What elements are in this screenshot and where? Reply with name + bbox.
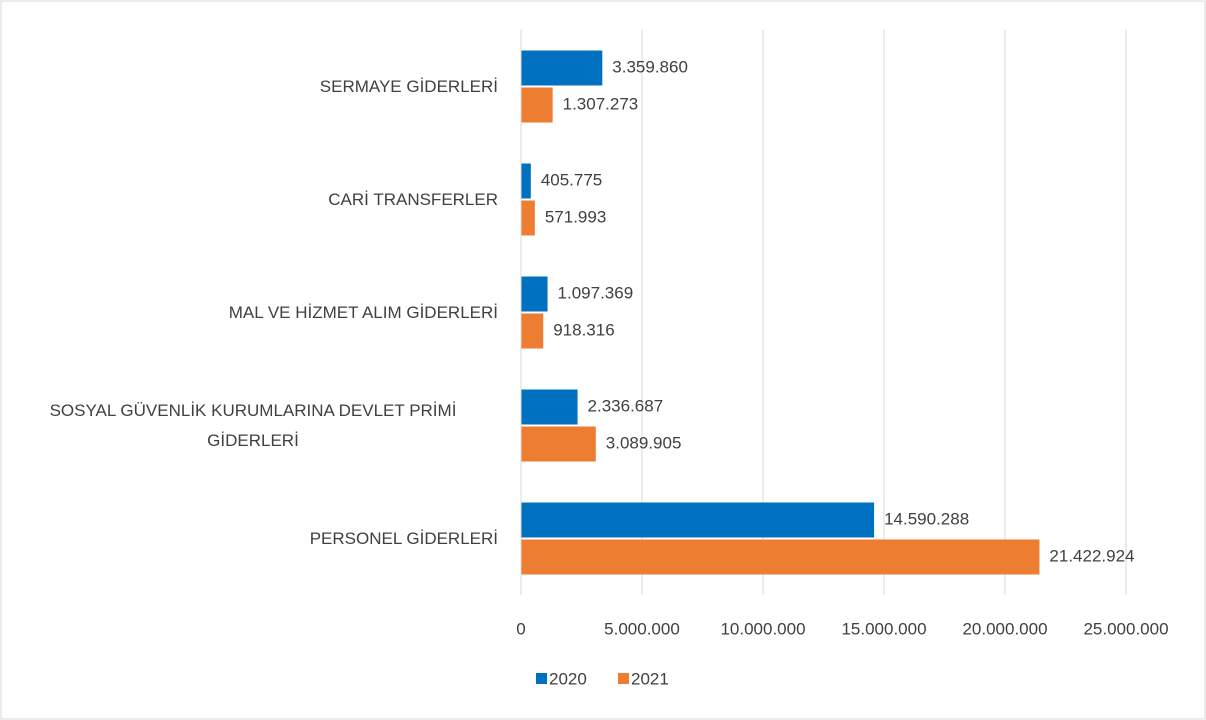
category-label-text: SOSYAL GÜVENLİK KURUMLARINA DEVLET PRİMİ… (49, 400, 457, 450)
category-label: PERSONEL GİDERLERİ (0, 524, 498, 554)
x-tick-label: 10.000.000 (720, 619, 805, 638)
data-label: 2.336.687 (588, 396, 664, 415)
data-label: 3.359.860 (612, 57, 688, 76)
bar (521, 539, 1040, 575)
bar (521, 276, 548, 312)
data-label: 1.097.369 (558, 283, 634, 302)
legend-label: 2021 (631, 669, 669, 688)
bar (521, 389, 578, 425)
x-tick-label: 5.000.000 (604, 619, 680, 638)
legend-swatch (618, 673, 629, 684)
x-tick-label: 15.000.000 (841, 619, 926, 638)
category-label-text: SERMAYE GİDERLERİ (319, 76, 498, 96)
category-label: SERMAYE GİDERLERİ (0, 72, 498, 102)
x-tick-label: 0 (516, 619, 525, 638)
data-label: 405.775 (541, 170, 602, 189)
bar (521, 163, 531, 199)
bar (521, 50, 603, 86)
bar (521, 313, 544, 349)
data-label: 1.307.273 (563, 94, 639, 113)
legend-swatch (536, 673, 547, 684)
bar (521, 200, 535, 236)
legend-label: 2020 (549, 669, 587, 688)
data-label: 14.590.288 (884, 509, 969, 528)
category-label-text: MAL VE HİZMET ALIM GİDERLERİ (228, 302, 498, 322)
x-tick-label: 20.000.000 (962, 619, 1047, 638)
data-label: 21.422.924 (1049, 546, 1134, 565)
x-tick-label: 25.000.000 (1083, 619, 1168, 638)
data-label: 918.316 (553, 320, 614, 339)
data-label: 571.993 (545, 207, 606, 226)
data-label: 3.089.905 (606, 433, 682, 452)
bar (521, 426, 596, 462)
category-label: CARİ TRANSFERLER (0, 185, 498, 215)
category-label-text: PERSONEL GİDERLERİ (309, 528, 498, 548)
category-label: SOSYAL GÜVENLİK KURUMLARINA DEVLET PRİMİ… (0, 396, 498, 456)
bar (521, 502, 875, 538)
category-label-text: CARİ TRANSFERLER (328, 189, 498, 209)
bar (521, 87, 553, 123)
category-label: MAL VE HİZMET ALIM GİDERLERİ (0, 298, 498, 328)
